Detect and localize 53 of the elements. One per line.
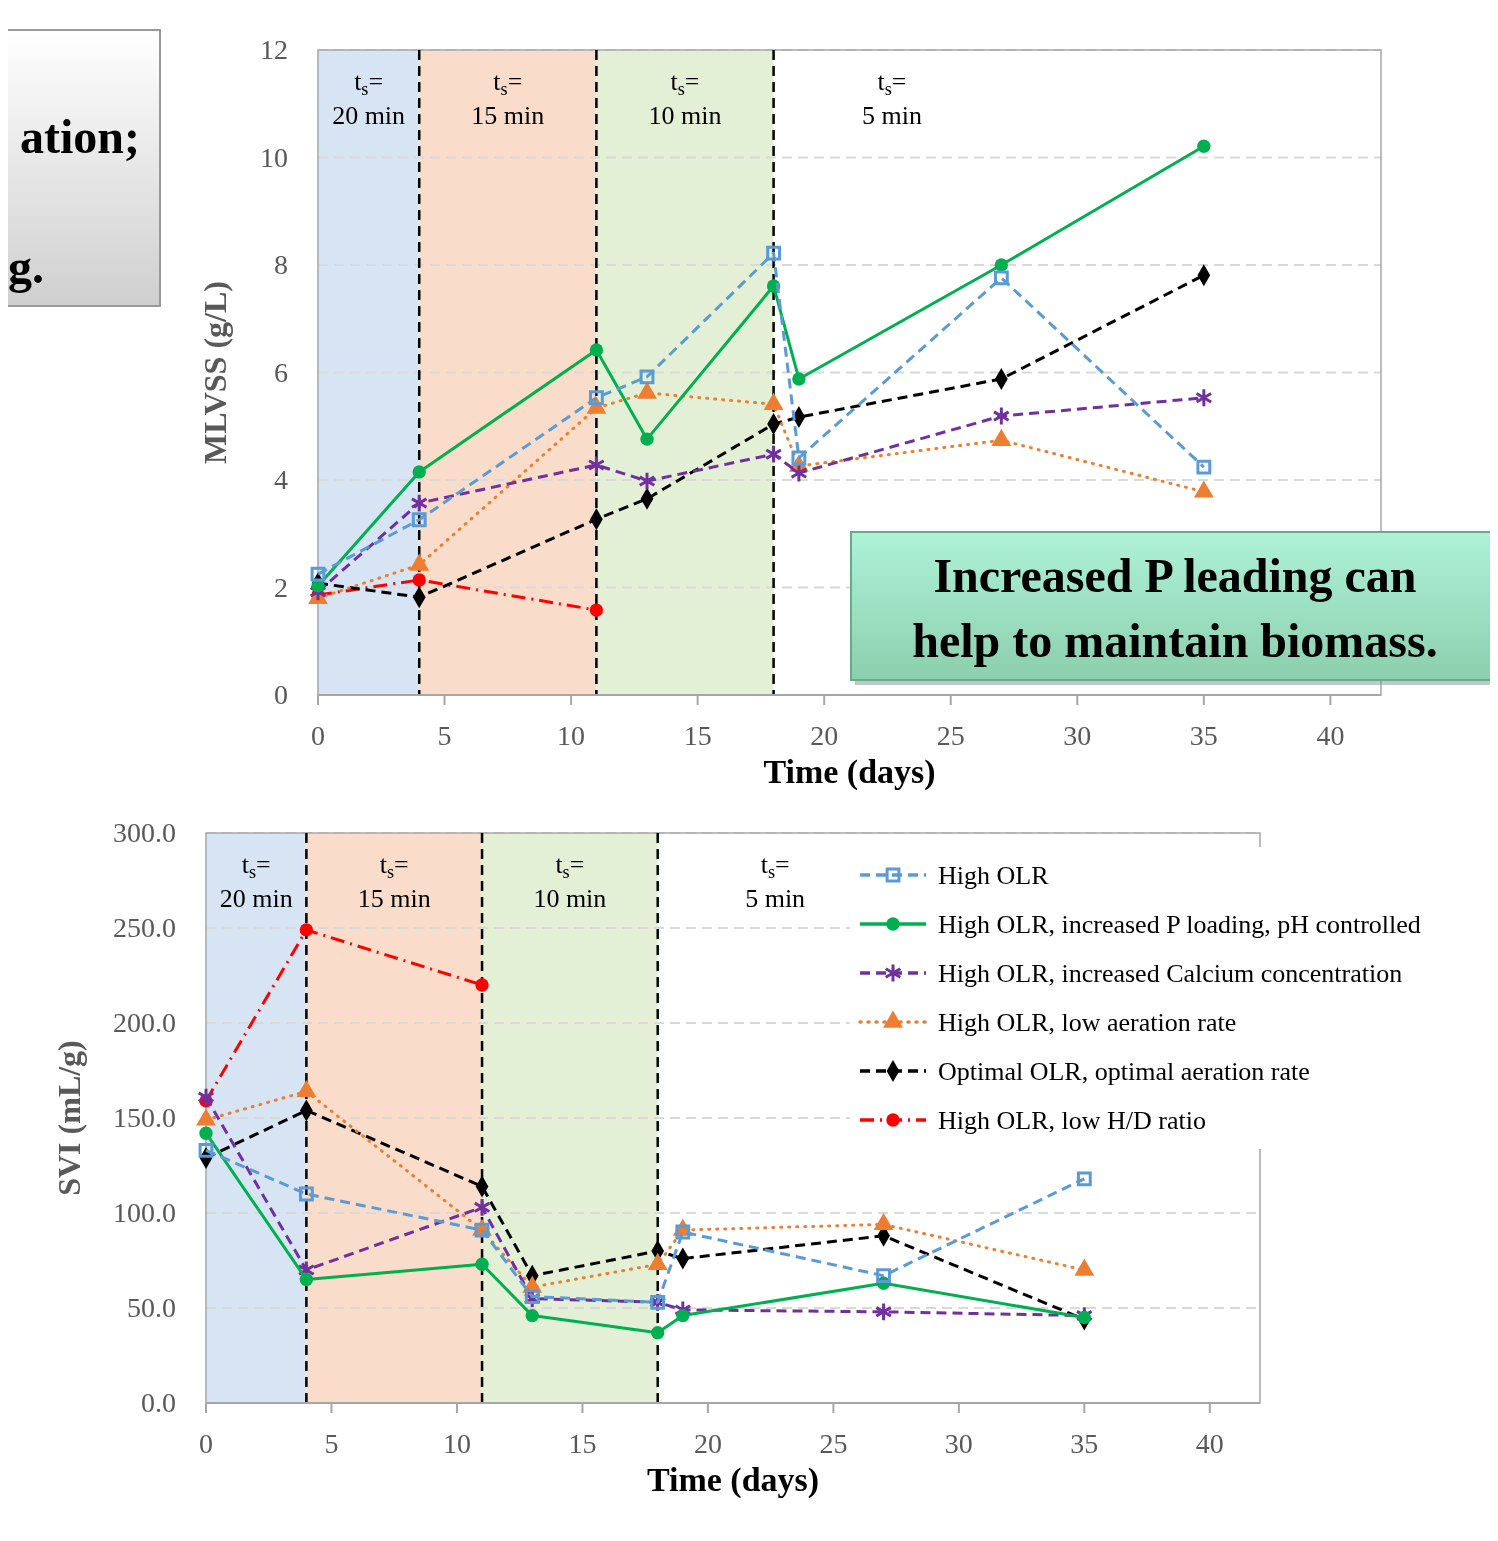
annotation: t$_{s}$= 5 min (862, 67, 922, 130)
x-tick-label: 15 (568, 1428, 597, 1459)
y-tick-label: 50.0 (127, 1292, 176, 1323)
x-tick-label: 15 (683, 720, 712, 751)
x-tick-label: 40 (1316, 720, 1345, 751)
x-tick-label: 20 (810, 720, 839, 751)
y-tick-label: 4 (274, 464, 288, 495)
y-tick-label: 250.0 (113, 912, 176, 943)
y-tick-label: 10 (260, 141, 288, 173)
x-tick-label: 30 (944, 1428, 973, 1459)
x-tick-label: 30 (1063, 720, 1092, 751)
x-axis-title: Time (days) (763, 753, 936, 791)
legend-label: High OLR, low aeration rate (938, 1008, 1237, 1037)
y-axis-title: SVI (mL/g) (51, 1040, 87, 1196)
legend-label: High OLR, low H/D ratio (938, 1106, 1206, 1135)
y-tick-label: 300.0 (113, 817, 176, 848)
band-label: t$_{s}$= 20 min (219, 850, 293, 913)
text: ation; (20, 110, 140, 163)
x-axis-title: Time (days) (646, 1461, 820, 1499)
y-tick-label: 0.0 (141, 1387, 176, 1418)
y-tick-label: 0 (274, 679, 288, 710)
x-tick-label: 20 (693, 1428, 722, 1459)
x-tick-label: 35 (1070, 1428, 1099, 1459)
y-axis-title: MLVSS (g/L) (197, 281, 233, 464)
legend-label: High OLR, increased P loading, pH controlled (938, 910, 1421, 939)
band-label: t$_{s}$= 10 min (648, 67, 722, 130)
legend-label: High OLR, increased Calcium concentration (938, 959, 1403, 988)
x-tick-label: 0 (199, 1428, 213, 1459)
x-tick-label: 0 (311, 720, 325, 751)
text: g. (8, 240, 44, 293)
y-tick-label: 100.0 (113, 1197, 176, 1228)
band-label: t$_{s}$= 15 min (357, 850, 431, 913)
x-tick-label: 40 (1195, 1428, 1224, 1459)
band-label: t$_{s}$= 10 min (533, 850, 607, 913)
x-tick-label: 5 (324, 1428, 339, 1459)
legend-label: Optimal OLR, optimal aeration rate (938, 1057, 1310, 1086)
band-label: t$_{s}$= 15 min (471, 67, 545, 130)
y-tick-label: 150.0 (113, 1102, 176, 1133)
x-tick-label: 25 (936, 720, 965, 751)
annotation: t$_{s}$= 5 min (745, 850, 806, 913)
x-tick-label: 10 (557, 720, 586, 751)
y-tick-label: 2 (274, 571, 288, 603)
x-tick-label: 10 (442, 1428, 471, 1459)
band-label: t$_{s}$= 20 min (332, 67, 406, 130)
y-tick-label: 6 (274, 356, 288, 388)
y-tick-label: 8 (274, 249, 288, 280)
x-tick-label: 35 (1189, 720, 1218, 751)
annotation: Increased P leading can help to maintain biomass. (912, 549, 1438, 667)
y-tick-label: 12 (260, 34, 288, 65)
x-tick-label: 5 (437, 720, 452, 751)
x-tick-label: 25 (819, 1428, 848, 1459)
y-tick-label: 200.0 (113, 1007, 176, 1038)
legend-label: High OLR (938, 861, 1050, 890)
